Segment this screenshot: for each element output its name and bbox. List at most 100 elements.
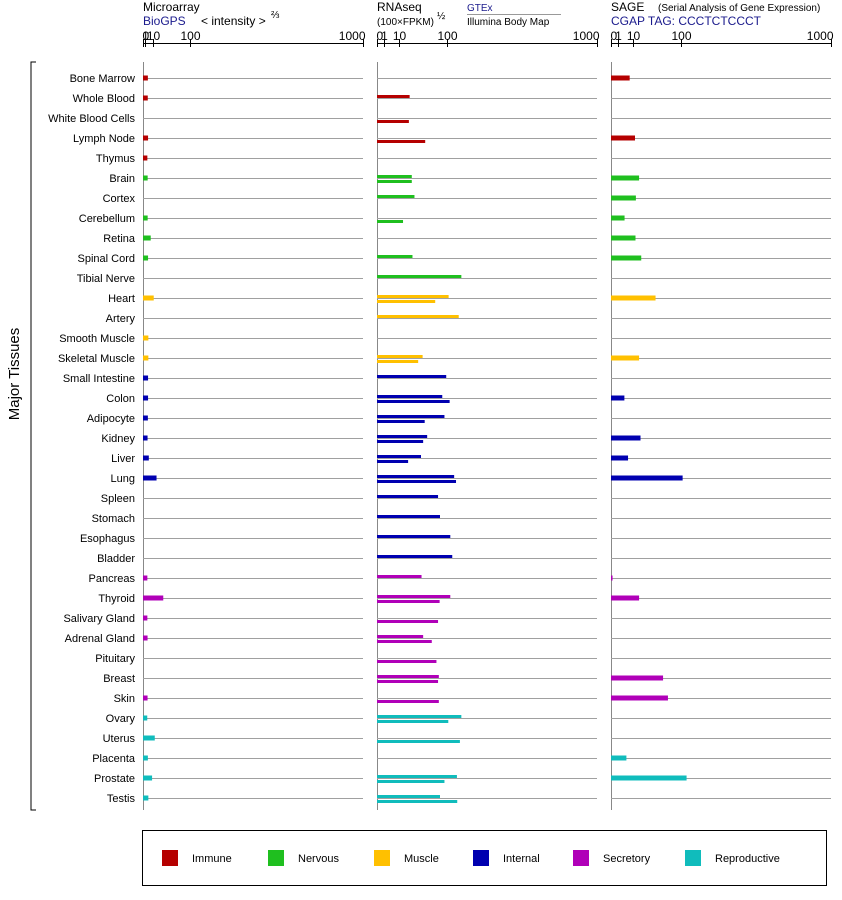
sage-tick-label: 1000 xyxy=(807,29,834,43)
tissue-label-kidney: Kidney xyxy=(101,433,135,445)
rnaseq-bar-prostate-gtex xyxy=(377,775,457,778)
tissue-label-white-blood-cells: White Blood Cells xyxy=(48,113,135,125)
rnaseq-tick-label: 0 xyxy=(377,29,384,43)
intensity-scale-label: < intensity > xyxy=(201,14,266,28)
tissue-label-spinal-cord: Spinal Cord xyxy=(78,253,135,265)
tissue-label-smooth-muscle: Smooth Muscle xyxy=(59,333,135,345)
legend-swatch-muscle xyxy=(374,850,390,866)
microarray-tick-label: 10 xyxy=(147,29,161,43)
legend: Immune Nervous Muscle Internal Secretory Repr… xyxy=(162,850,780,866)
rnaseq-bar-skeletal-muscle-gtex xyxy=(377,355,423,358)
sage-title: SAGE xyxy=(611,0,644,14)
sage-header: SAGE (Serial Analysis of Gene Expression… xyxy=(611,0,820,28)
rnaseq-bar-breast-illumina xyxy=(377,680,439,683)
rnaseq-bar-cortex-gtex xyxy=(377,195,415,198)
legend-swatch-secretory xyxy=(573,850,589,866)
rnaseq-bar-heart-gtex xyxy=(377,295,449,298)
tissue-label-bone-marrow: Bone Marrow xyxy=(70,73,135,85)
microarray-bar-smooth-muscle xyxy=(143,335,149,341)
rnaseq-panel: 01 10 100 1000 xyxy=(377,29,600,810)
rnaseq-bar-skin-illumina xyxy=(377,700,439,703)
microarray-bar-liver xyxy=(143,455,149,461)
rnaseq-bar-tibial-nerve-gtex xyxy=(377,275,462,278)
sage-tick-label: 0 xyxy=(611,29,618,43)
legend-swatch-internal xyxy=(473,850,489,866)
y-axis-label: Major Tissues xyxy=(6,328,23,421)
tissue-label-skeletal-muscle: Skeletal Muscle xyxy=(58,353,135,365)
tissue-labels: Bone Marrow Whole Blood White Blood Cells L… xyxy=(48,73,136,805)
microarray-tick-label: 1 xyxy=(142,29,149,43)
tissue-label-adrenal-gland: Adrenal Gland xyxy=(65,633,135,645)
sage-bar-cortex xyxy=(611,195,636,201)
tissue-label-breast: Breast xyxy=(103,673,135,685)
legend-swatch-reproductive xyxy=(685,850,701,866)
rnaseq-bar-kidney-gtex xyxy=(377,435,428,438)
biogps-link[interactable]: BioGPS xyxy=(143,14,186,28)
microarray-bar-retina xyxy=(143,235,151,241)
sage-bar-brain xyxy=(611,175,640,181)
rnaseq-bar-brain-illumina xyxy=(377,180,412,183)
tissue-label-spleen: Spleen xyxy=(101,493,135,505)
rnaseq-bar-ovary-illumina xyxy=(377,720,449,723)
rnaseq-header: RNAseq (100×FPKM) ½ GTEx Illumina Body M… xyxy=(377,0,561,28)
microarray-tick-label: 1000 xyxy=(339,29,366,43)
tissue-label-heart: Heart xyxy=(108,293,135,305)
tissue-label-placenta: Placenta xyxy=(92,753,136,765)
microarray-bar-salivary-gland xyxy=(143,615,148,621)
legend-swatch-nervous xyxy=(268,850,284,866)
tissue-label-bladder: Bladder xyxy=(97,553,135,565)
microarray-bar-adrenal-gland xyxy=(143,635,148,641)
rnaseq-bar-small-intestine-gtex xyxy=(377,375,447,378)
rnaseq-bar-lung-gtex xyxy=(377,475,455,478)
microarray-bar-heart xyxy=(143,295,154,301)
tissue-label-testis: Testis xyxy=(107,793,136,805)
rnaseq-bar-colon-illumina xyxy=(377,400,450,403)
sage-bar-skeletal-muscle xyxy=(611,355,640,361)
rnaseq-bar-pituitary-illumina xyxy=(377,660,437,663)
rnaseq-bar-colon-gtex xyxy=(377,395,443,398)
microarray-bar-prostate xyxy=(143,775,153,781)
microarray-tick-label: 100 xyxy=(180,29,200,43)
tissue-label-small-intestine: Small Intestine xyxy=(63,373,135,385)
tissue-label-skin: Skin xyxy=(114,693,135,705)
rnaseq-tick-label: 100 xyxy=(437,29,457,43)
rnaseq-bar-testis-illumina xyxy=(377,800,458,803)
microarray-bar-pancreas xyxy=(143,575,148,581)
microarray-bar-kidney xyxy=(143,435,148,441)
sage-bar-retina xyxy=(611,235,636,241)
rnaseq-bar-thyroid-gtex xyxy=(377,595,451,598)
cgap-tag-link[interactable]: CGAP TAG: CCCTCTCCCT xyxy=(611,14,762,28)
tissue-label-ovary: Ovary xyxy=(106,713,136,725)
tissue-label-lymph-node: Lymph Node xyxy=(73,133,135,145)
rnaseq-bar-artery-gtex xyxy=(377,315,459,318)
tissue-label-adipocyte: Adipocyte xyxy=(87,413,135,425)
rnaseq-bar-heart-illumina xyxy=(377,300,436,303)
rnaseq-bar-spinal-cord-gtex xyxy=(377,255,413,258)
tissue-label-brain: Brain xyxy=(109,173,135,185)
microarray-bar-placenta xyxy=(143,755,148,761)
gtex-legend-label[interactable]: GTEx xyxy=(467,3,493,14)
intensity-exponent: ⅔ xyxy=(271,10,280,21)
microarray-bar-skeletal-muscle xyxy=(143,355,149,361)
sage-bar-lung xyxy=(611,475,683,481)
tissue-label-pancreas: Pancreas xyxy=(89,573,136,585)
rnaseq-bar-uterus-illumina xyxy=(377,740,460,743)
microarray-bar-adipocyte xyxy=(143,415,148,421)
microarray-bar-colon xyxy=(143,395,149,401)
rnaseq-bar-salivary-gland-illumina xyxy=(377,620,439,623)
tissue-label-cerebellum: Cerebellum xyxy=(79,213,135,225)
legend-swatch-immune xyxy=(162,850,178,866)
sage-bar-spinal-cord xyxy=(611,255,642,261)
sage-bar-bone-marrow xyxy=(611,75,630,81)
rnaseq-bar-lymph-node-illumina xyxy=(377,140,426,143)
rnaseq-title: RNAseq xyxy=(377,0,422,14)
sage-bar-placenta xyxy=(611,755,627,761)
sage-subtitle: (Serial Analysis of Gene Expression) xyxy=(658,3,820,14)
tissue-label-prostate: Prostate xyxy=(94,773,135,785)
rnaseq-bar-brain-gtex xyxy=(377,175,412,178)
rnaseq-tick-label: 10 xyxy=(393,29,407,43)
legend-label-secretory: Secretory xyxy=(603,853,651,865)
tissue-label-tibial-nerve: Tibial Nerve xyxy=(77,273,135,285)
